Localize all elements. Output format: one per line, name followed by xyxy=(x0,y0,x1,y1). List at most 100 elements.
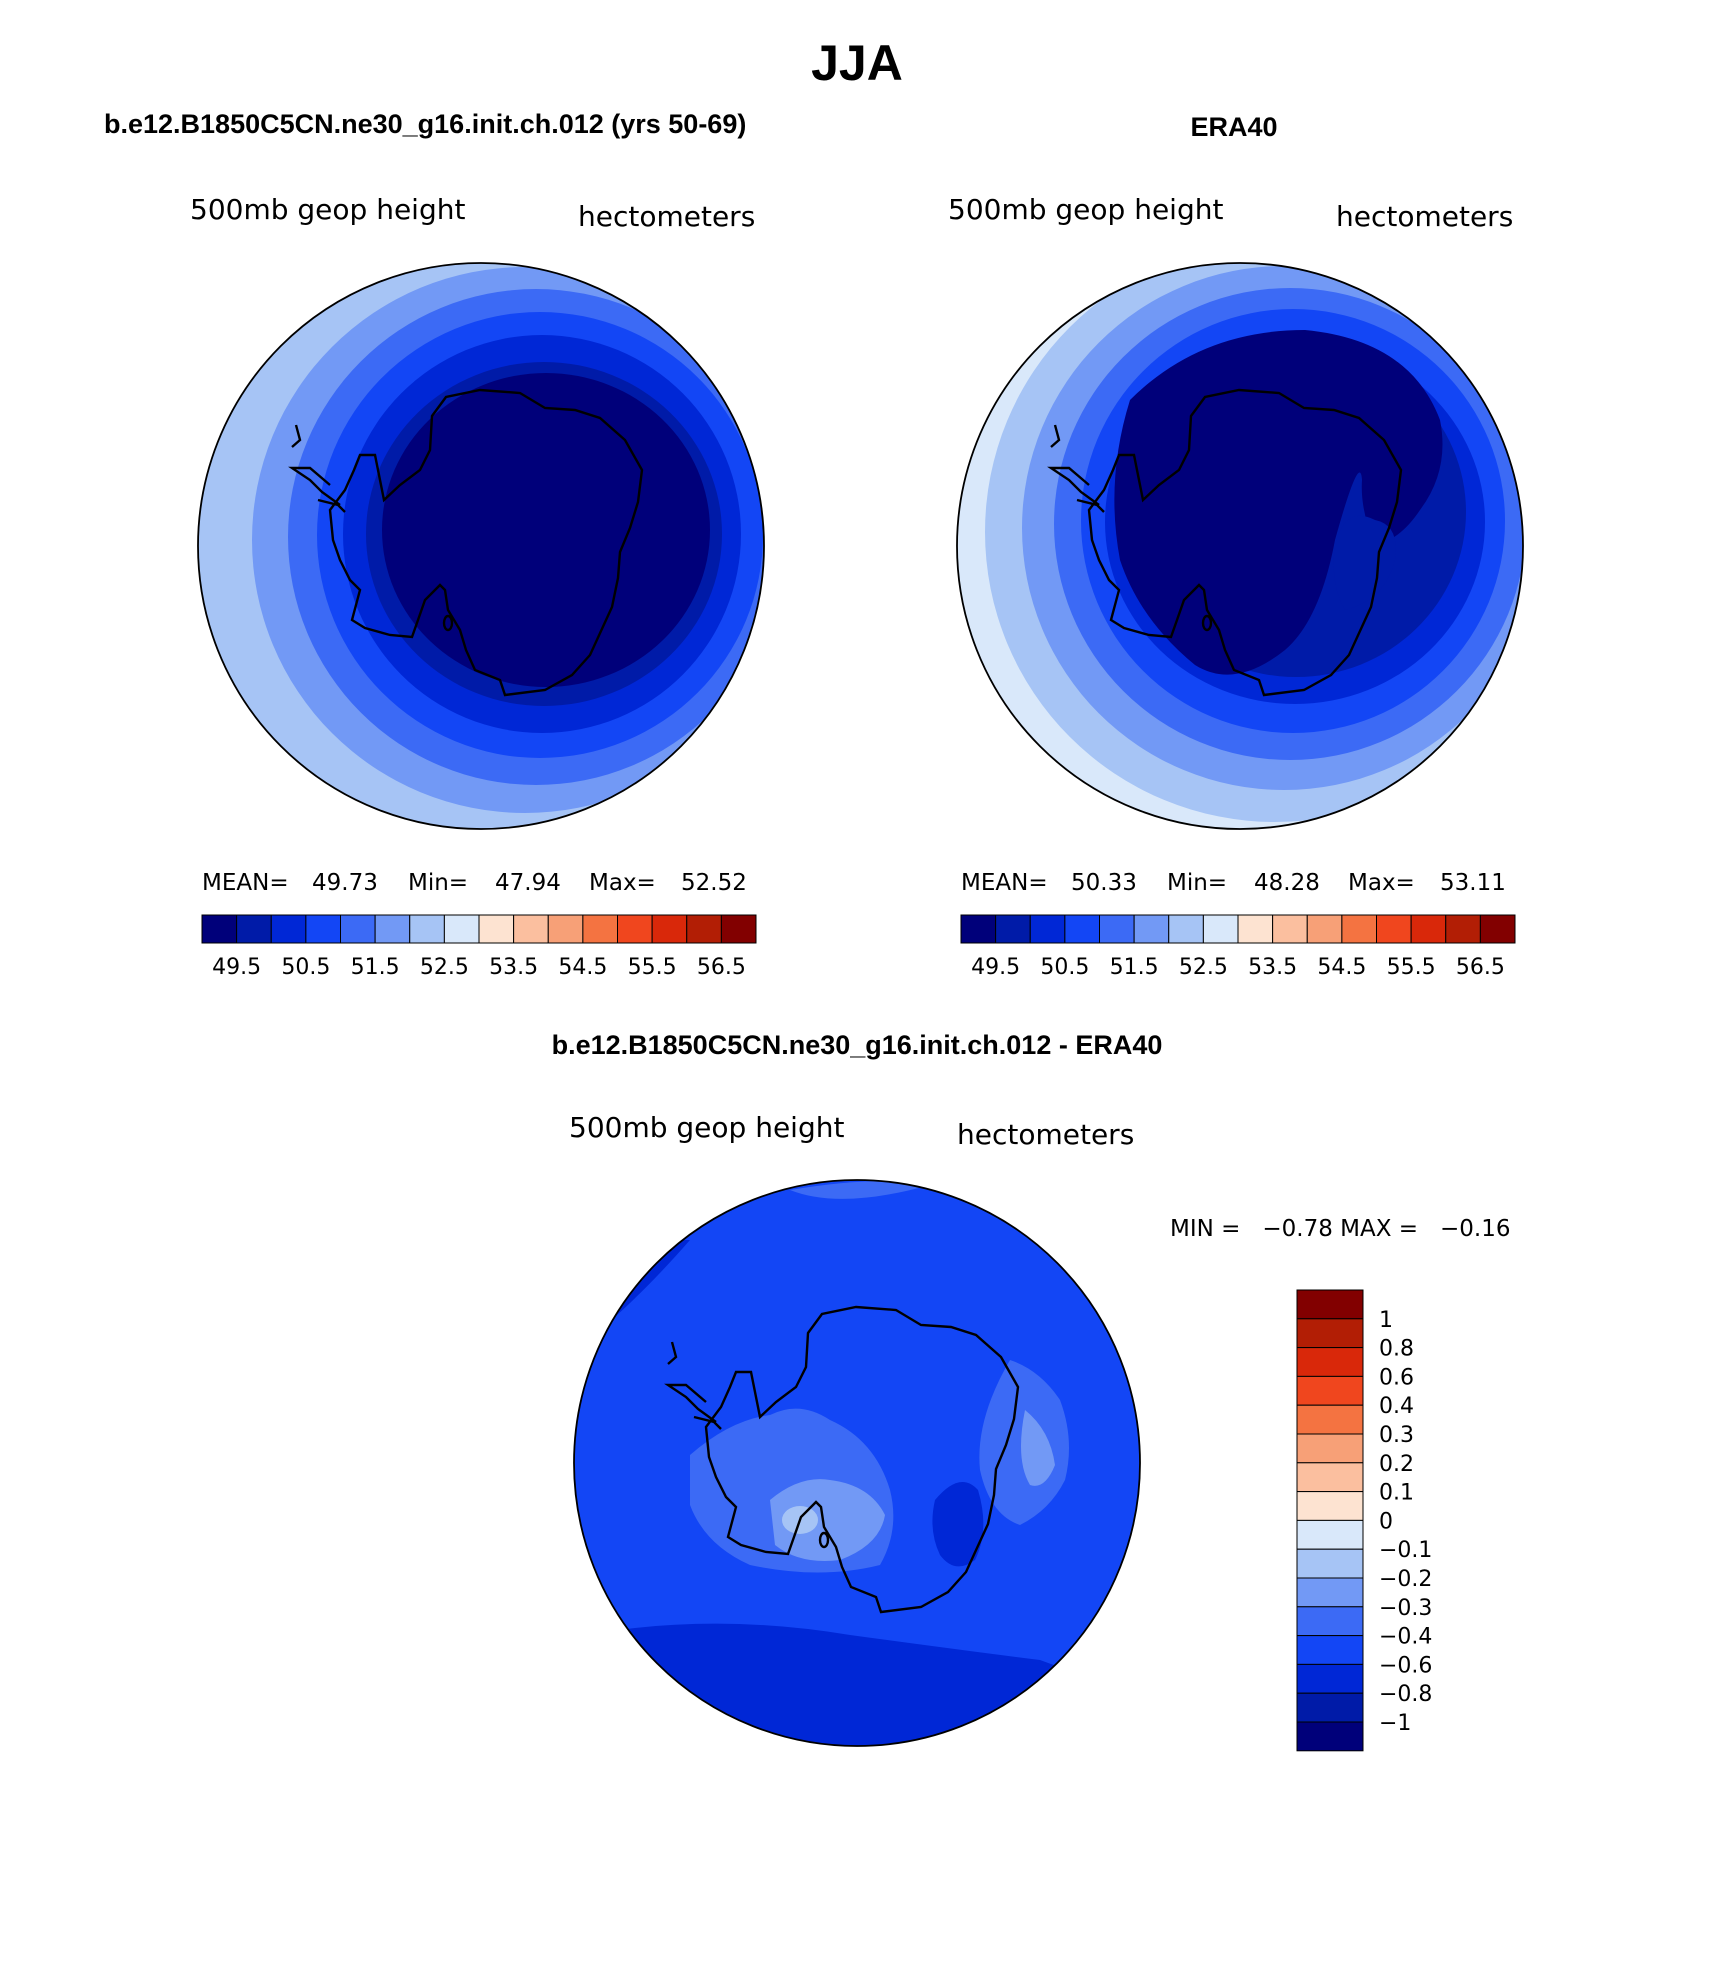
colorbar-tick-label: 56.5 xyxy=(697,955,746,980)
colorbar-box xyxy=(236,914,272,944)
map-era40-border xyxy=(956,262,1524,830)
colorbar-box xyxy=(1133,914,1170,944)
colorbar-box xyxy=(1296,1606,1364,1637)
map-difference-border xyxy=(573,1179,1141,1747)
colorbar-box xyxy=(1410,914,1447,944)
colorbar-tick-label: 50.5 xyxy=(1040,955,1089,980)
panel-title: ERA40 xyxy=(1190,112,1277,142)
colorbar-box xyxy=(443,914,480,944)
colorbar-box xyxy=(409,914,445,944)
colorbar-box xyxy=(651,914,688,944)
coastline-antarctica xyxy=(1047,388,1403,697)
colorbar-tick-label: 0.1 xyxy=(1379,1481,1414,1506)
colorbar-model: 49.5 50.5 51.5 52.5 53.5 54.5 55.5 56.5 xyxy=(201,914,757,980)
map-model-border xyxy=(197,262,765,830)
colorbar-box xyxy=(1296,1692,1364,1723)
colorbar-box xyxy=(1306,914,1343,944)
mean-label: MEAN= xyxy=(202,870,289,896)
units-label: hectometers xyxy=(578,200,755,233)
colorbar-box xyxy=(1479,914,1516,944)
colorbar-box xyxy=(340,914,376,944)
colorbar-box xyxy=(1296,1635,1364,1665)
colorbar-difference: 1 0.8 0.6 0.4 0.3 0.2 0.1 0 −0.1 −0.2 −0.3 −0.4 −0.6… xyxy=(1296,1289,1432,1752)
variable-label: 500mb geop height xyxy=(569,1111,844,1144)
colorbar-tick-label: 51.5 xyxy=(1110,955,1159,980)
panel-difference: b.e12.B1850C5CN.ne30_g16.init.ch.012 - E… xyxy=(552,1030,1510,1752)
colorbar-tick-label: 0.4 xyxy=(1379,1394,1414,1419)
colorbar-box xyxy=(1341,914,1377,944)
colorbar-tick-label: 0.3 xyxy=(1379,1423,1414,1448)
min-value: 48.28 xyxy=(1254,870,1320,896)
colorbar-box xyxy=(1064,914,1100,944)
colorbar-box xyxy=(1296,1462,1364,1493)
colorbar-box xyxy=(374,914,411,944)
panel-title: b.e12.B1850C5CN.ne30_g16.init.ch.012 (yr… xyxy=(104,109,746,139)
min-label: Min= xyxy=(1167,870,1227,896)
colorbar-tick-label: −0.1 xyxy=(1379,1538,1432,1563)
colorbar-box xyxy=(1099,914,1135,944)
colorbar-box xyxy=(1296,1491,1364,1521)
coastline-antarctica xyxy=(288,388,644,697)
colorbar-box xyxy=(1168,914,1204,944)
max-label: Max= xyxy=(1348,870,1415,896)
colorbar-tick-label: 0 xyxy=(1379,1509,1393,1534)
colorbar-tick-label: 54.5 xyxy=(1317,955,1366,980)
colorbar-box xyxy=(1445,914,1481,944)
colorbar-box xyxy=(1237,914,1274,944)
mean-value: 49.73 xyxy=(312,870,378,896)
colorbar-tick-label: 51.5 xyxy=(351,955,400,980)
colorbar-tick-label: −0.6 xyxy=(1379,1653,1432,1678)
units-label: hectometers xyxy=(1336,200,1513,233)
colorbar-box xyxy=(686,914,722,944)
colorbar-box xyxy=(1296,1433,1364,1464)
colorbar-tick-label: 52.5 xyxy=(1179,955,1228,980)
colorbar-tick-label: 49.5 xyxy=(212,955,261,980)
colorbar-tick-label: 50.5 xyxy=(281,955,330,980)
colorbar-tick-label: −1 xyxy=(1379,1711,1411,1736)
colorbar-box xyxy=(305,914,341,944)
colorbar-box xyxy=(1296,1577,1364,1608)
colorbar-box xyxy=(513,914,549,944)
colorbar-box xyxy=(582,914,618,944)
map-model-field xyxy=(198,263,764,829)
min-label: Min= xyxy=(408,870,468,896)
colorbar-tick-label: 54.5 xyxy=(558,955,607,980)
colorbar-tick-label: 0.6 xyxy=(1379,1365,1414,1390)
colorbar-box xyxy=(720,914,757,944)
colorbar-box xyxy=(1202,914,1239,944)
colorbar-tick-label: 0.8 xyxy=(1379,1337,1414,1362)
panel-model: b.e12.B1850C5CN.ne30_g16.init.ch.012 (yr… xyxy=(104,109,765,980)
colorbar-box xyxy=(1296,1375,1364,1406)
colorbar-era40: 49.5 50.5 51.5 52.5 53.5 54.5 55.5 56.5 xyxy=(960,914,1516,980)
colorbar-box xyxy=(270,914,307,944)
colorbar-tick-label: 0.2 xyxy=(1379,1452,1414,1477)
colorbar-box xyxy=(1296,1721,1364,1752)
max-value: 53.11 xyxy=(1440,870,1506,896)
max-label: Max= xyxy=(589,870,656,896)
colorbar-tick-label: −0.3 xyxy=(1379,1596,1432,1621)
colorbar-tick-label: 53.5 xyxy=(1248,955,1297,980)
stats-model: MEAN= 49.73 Min= 47.94 Max= 52.52 xyxy=(202,870,747,896)
colorbar-box xyxy=(1296,1318,1364,1349)
colorbar-box xyxy=(1296,1519,1364,1550)
colorbar-tick-label: 1 xyxy=(1379,1308,1393,1333)
main-title: JJA xyxy=(811,35,903,91)
colorbar-box xyxy=(547,914,584,944)
colorbar-box xyxy=(1296,1404,1364,1435)
colorbar-tick-label: 55.5 xyxy=(628,955,677,980)
stats-era40: MEAN= 50.33 Min= 48.28 Max= 53.11 xyxy=(961,870,1506,896)
colorbar-tick-label: 55.5 xyxy=(1387,955,1436,980)
coastline-antarctica xyxy=(664,1305,1020,1614)
colorbar-box xyxy=(201,914,238,944)
colorbar-box xyxy=(1272,914,1308,944)
colorbar-box xyxy=(960,914,997,944)
mean-value: 50.33 xyxy=(1071,870,1137,896)
colorbar-box xyxy=(1029,914,1066,944)
colorbar-box xyxy=(1296,1548,1364,1579)
units-label: hectometers xyxy=(957,1118,1134,1151)
map-era40-field xyxy=(957,263,1523,829)
colorbar-tick-label: 52.5 xyxy=(420,955,469,980)
colorbar-box xyxy=(1296,1663,1364,1694)
min-value: 47.94 xyxy=(495,870,561,896)
